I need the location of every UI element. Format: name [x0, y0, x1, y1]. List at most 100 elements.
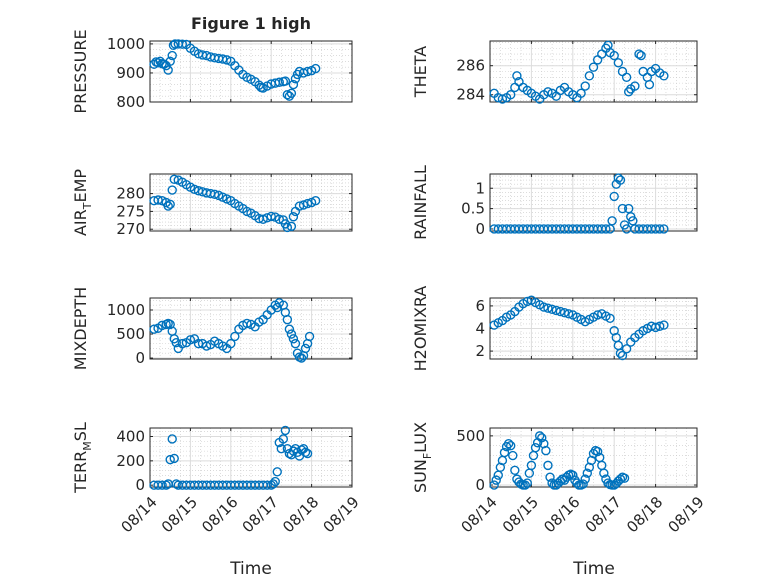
data-point — [226, 338, 236, 349]
data-point — [165, 454, 175, 465]
data-point — [582, 468, 592, 478]
data-point — [222, 55, 232, 65]
data-point — [541, 445, 551, 456]
y-tick-label: 200 — [116, 452, 145, 470]
data-point — [169, 174, 179, 185]
data-point — [157, 480, 167, 490]
data-point — [298, 200, 309, 210]
data-point — [258, 214, 268, 224]
data-point — [634, 49, 644, 59]
data-point — [274, 77, 284, 87]
data-point — [163, 65, 173, 75]
data-point — [555, 306, 566, 317]
data-point — [171, 479, 181, 489]
data-point — [167, 50, 177, 61]
y-tick-label: 275 — [116, 202, 145, 220]
y-tick-label: 1000 — [107, 301, 145, 319]
x-axis-label-right: Time — [572, 559, 615, 579]
data-point — [268, 479, 278, 489]
figure-title: Figure 1 high — [191, 14, 311, 33]
data-point — [286, 88, 297, 98]
data-point — [578, 479, 588, 489]
data-point — [588, 62, 599, 72]
y-tick-label: 280 — [116, 185, 145, 203]
data-point — [282, 90, 293, 100]
data-point — [584, 71, 595, 81]
data-point — [547, 304, 557, 314]
data-point — [512, 71, 522, 81]
data-point — [161, 480, 171, 490]
data-point — [609, 191, 619, 202]
data-point — [294, 201, 305, 211]
data-point — [601, 224, 611, 234]
data-point — [580, 474, 590, 484]
data-point — [617, 350, 628, 361]
data-point — [617, 203, 628, 214]
y-tick-label: 0 — [475, 476, 485, 494]
data-point — [165, 199, 175, 209]
y-tick-label: 900 — [116, 64, 145, 82]
data-point — [499, 447, 510, 458]
data-point — [168, 40, 179, 51]
data-point — [169, 453, 179, 464]
y-axis-label: MIXDEPTH — [71, 287, 90, 370]
data-point — [165, 56, 175, 67]
y-tick-label: 284 — [456, 86, 485, 104]
data-point — [543, 460, 553, 471]
data-point — [489, 480, 499, 490]
data-point — [630, 81, 640, 91]
data-point — [272, 302, 282, 313]
data-point — [165, 319, 175, 330]
data-point — [659, 71, 669, 81]
data-point — [193, 338, 204, 349]
data-point — [302, 198, 313, 209]
y-tick-label: 0 — [135, 349, 145, 367]
data-point — [290, 74, 301, 84]
data-point — [551, 305, 561, 316]
data-point — [286, 221, 297, 232]
data-point — [278, 434, 289, 444]
data-point — [522, 478, 532, 488]
data-point — [167, 434, 177, 444]
data-point — [163, 201, 173, 211]
data-point — [655, 321, 665, 331]
data-point — [167, 185, 177, 195]
data-point — [290, 338, 301, 349]
data-point — [615, 474, 626, 484]
y-tick-label: 2 — [475, 342, 485, 360]
data-point — [580, 81, 590, 91]
data-point — [497, 94, 508, 104]
data-point — [568, 470, 578, 480]
y-tick-label: 1 — [475, 179, 485, 197]
data-point — [506, 441, 516, 451]
data-point — [659, 224, 669, 234]
y-tick-label: 4 — [475, 320, 485, 338]
data-point — [526, 460, 537, 471]
data-point — [153, 195, 163, 205]
y-tick-label: 270 — [116, 220, 145, 238]
y-tick-label: 6 — [475, 297, 485, 315]
data-point — [153, 58, 163, 68]
data-point — [149, 324, 159, 334]
data-point — [304, 331, 315, 342]
data-point — [274, 214, 284, 224]
data-point — [282, 314, 293, 325]
data-point — [607, 216, 617, 226]
data-point — [530, 442, 541, 453]
data-point — [545, 472, 555, 482]
x-axis-label-left: Time — [229, 559, 272, 579]
data-point — [613, 173, 624, 183]
data-point — [621, 344, 632, 354]
data-point — [537, 433, 547, 443]
y-axis-label: TERRMSL — [71, 422, 94, 494]
data-point — [659, 320, 669, 330]
data-point — [296, 353, 307, 363]
data-point — [576, 88, 586, 98]
data-point — [230, 331, 240, 342]
y-axis-label: PRESSURE — [71, 29, 90, 113]
data-point — [599, 468, 609, 478]
data-point — [284, 324, 295, 334]
data-point — [609, 326, 619, 336]
